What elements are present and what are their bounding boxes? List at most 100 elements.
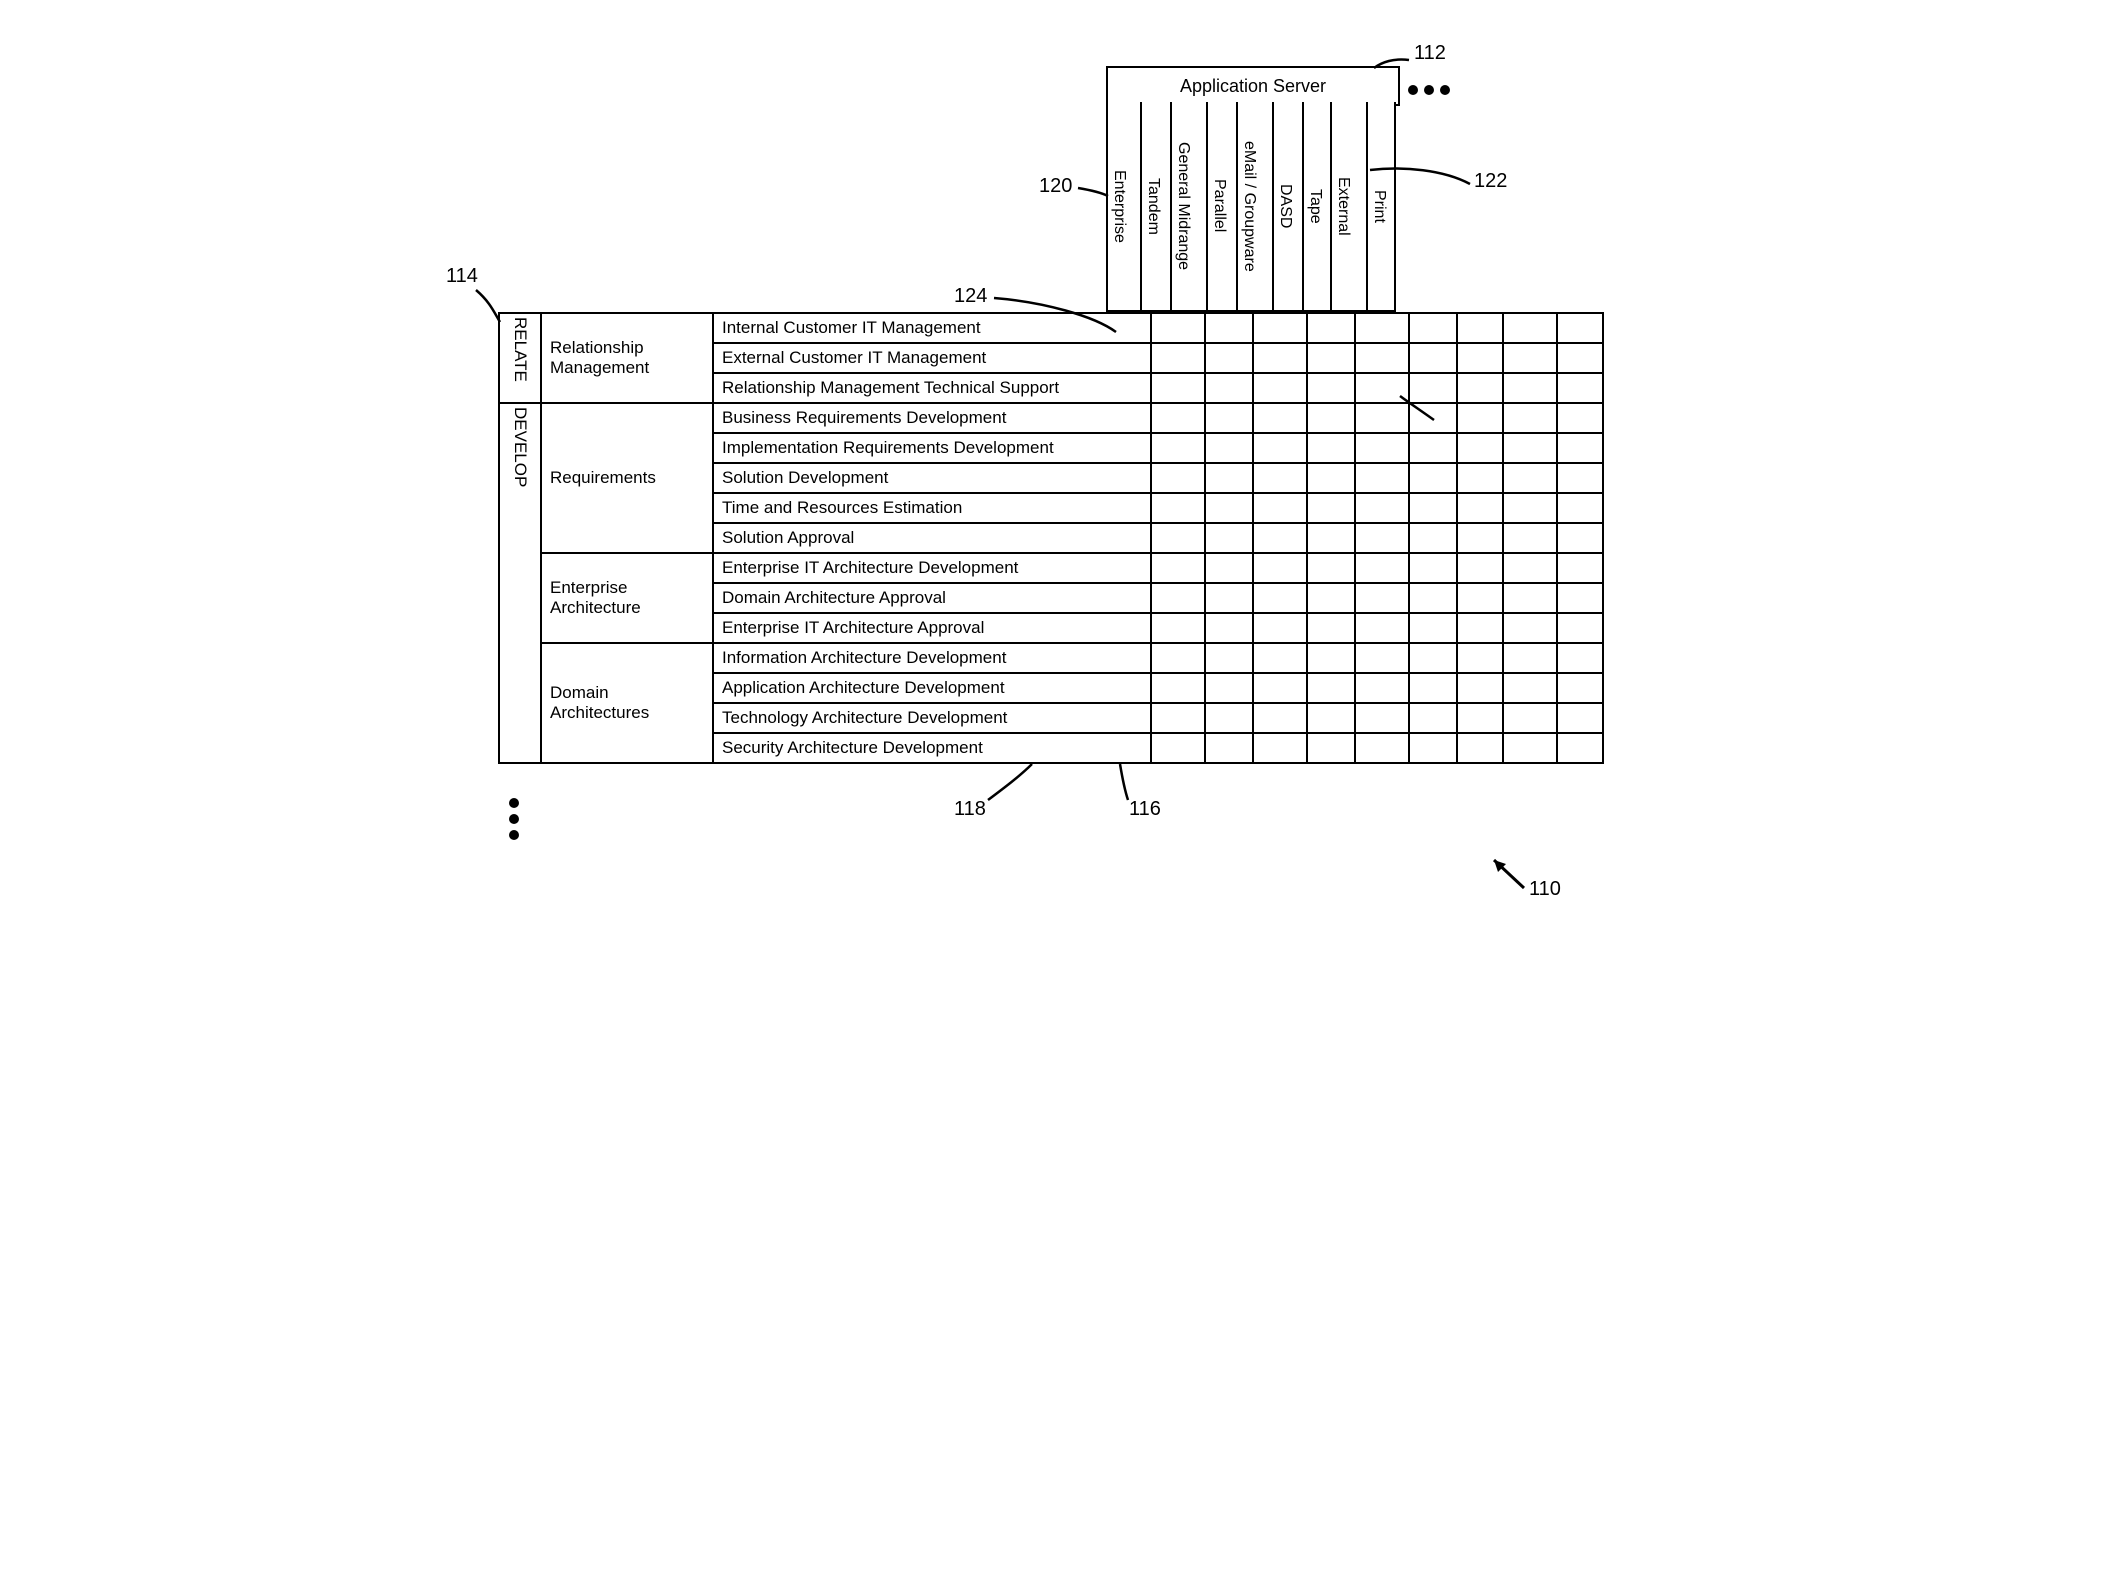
grid-cell (1503, 613, 1557, 643)
grid-cell (1355, 343, 1409, 373)
grid-cell (1457, 553, 1503, 583)
grid-cell (1253, 523, 1307, 553)
grid-cell (1151, 313, 1205, 343)
grid-cell (1355, 493, 1409, 523)
grid-cell (1355, 643, 1409, 673)
label-120: 120 (1039, 175, 1072, 198)
grid-cell (1457, 463, 1503, 493)
grid-cell (1557, 523, 1603, 553)
grid-cell (1307, 373, 1355, 403)
grid-cell (1409, 553, 1457, 583)
row-label: Internal Customer IT Management (713, 313, 1151, 343)
grid-cell (1457, 703, 1503, 733)
label-112: 112 (1414, 42, 1446, 65)
grid-cell (1355, 733, 1409, 763)
grid-cell (1409, 613, 1457, 643)
group-cell: Requirements (541, 403, 713, 553)
grid-cell (1205, 373, 1253, 403)
grid-cell (1205, 523, 1253, 553)
grid-cell (1253, 403, 1307, 433)
row-label: Solution Development (713, 463, 1151, 493)
grid-cell (1409, 433, 1457, 463)
grid-cell (1457, 403, 1503, 433)
grid-cell (1409, 343, 1457, 373)
label-118: 118 (954, 798, 986, 821)
grid-cell (1151, 343, 1205, 373)
matrix-table: RELATERelationshipManagementInternal Cus… (498, 312, 1604, 764)
grid-cell (1409, 523, 1457, 553)
group-cell: DomainArchitectures (541, 643, 713, 763)
table-row: DEVELOPRequirementsBusiness Requirements… (499, 403, 1603, 433)
grid-cell (1503, 583, 1557, 613)
column-headers: EnterpriseTandemGeneral MidrangeParallel… (1106, 102, 1396, 312)
grid-cell (1355, 313, 1409, 343)
grid-cell (1205, 463, 1253, 493)
grid-cell (1253, 463, 1307, 493)
grid-cell (1307, 493, 1355, 523)
grid-cell (1307, 463, 1355, 493)
grid-cell (1457, 643, 1503, 673)
grid-cell (1355, 553, 1409, 583)
label-116: 116 (1129, 798, 1161, 821)
grid-cell (1503, 373, 1557, 403)
row-label: Time and Resources Estimation (713, 493, 1151, 523)
grid-cell (1151, 493, 1205, 523)
grid-cell (1355, 703, 1409, 733)
grid-cell (1457, 583, 1503, 613)
grid-cell (1557, 613, 1603, 643)
grid-cell (1557, 703, 1603, 733)
grid-cell (1557, 673, 1603, 703)
grid-cell (1457, 613, 1503, 643)
grid-cell (1307, 403, 1355, 433)
grid-cell (1409, 643, 1457, 673)
grid-cell (1253, 313, 1307, 343)
grid-cell (1151, 433, 1205, 463)
grid-cell (1409, 733, 1457, 763)
grid-cell (1253, 643, 1307, 673)
row-label: Information Architecture Development (713, 643, 1151, 673)
grid-cell (1557, 643, 1603, 673)
row-label: Implementation Requirements Development (713, 433, 1151, 463)
row-label: Application Architecture Development (713, 673, 1151, 703)
grid-cell (1307, 433, 1355, 463)
table-row: RELATERelationshipManagementInternal Cus… (499, 313, 1603, 343)
row-label: Domain Architecture Approval (713, 583, 1151, 613)
grid-cell (1307, 313, 1355, 343)
row-label: Technology Architecture Development (713, 703, 1151, 733)
row-label: External Customer IT Management (713, 343, 1151, 373)
grid-cell (1409, 313, 1457, 343)
grid-cell (1557, 553, 1603, 583)
grid-cell (1409, 583, 1457, 613)
grid-cell (1355, 583, 1409, 613)
group-cell: RelationshipManagement (541, 313, 713, 403)
grid-cell (1151, 403, 1205, 433)
grid-cell (1151, 553, 1205, 583)
grid-cell (1151, 673, 1205, 703)
grid-cell (1205, 553, 1253, 583)
grid-cell (1253, 493, 1307, 523)
grid-cell (1205, 583, 1253, 613)
grid-cell (1557, 463, 1603, 493)
grid-cell (1557, 403, 1603, 433)
grid-cell (1151, 703, 1205, 733)
grid-cell (1253, 673, 1307, 703)
grid-cell (1557, 433, 1603, 463)
grid-cell (1409, 403, 1457, 433)
grid-cell (1355, 463, 1409, 493)
grid-cell (1557, 313, 1603, 343)
label-124: 124 (954, 285, 987, 308)
column-header: Print (1368, 102, 1396, 312)
grid-cell (1253, 343, 1307, 373)
grid-cell (1409, 463, 1457, 493)
grid-cell (1205, 313, 1253, 343)
column-header: DASD (1274, 102, 1304, 312)
app-server-header: Application Server (1106, 66, 1400, 106)
column-header: Tandem (1142, 102, 1172, 312)
grid-cell (1205, 613, 1253, 643)
row-label: Business Requirements Development (713, 403, 1151, 433)
grid-cell (1253, 373, 1307, 403)
grid-cell (1503, 343, 1557, 373)
table-row: EnterpriseArchitectureEnterprise IT Arch… (499, 553, 1603, 583)
grid-cell (1307, 343, 1355, 373)
grid-cell (1457, 343, 1503, 373)
